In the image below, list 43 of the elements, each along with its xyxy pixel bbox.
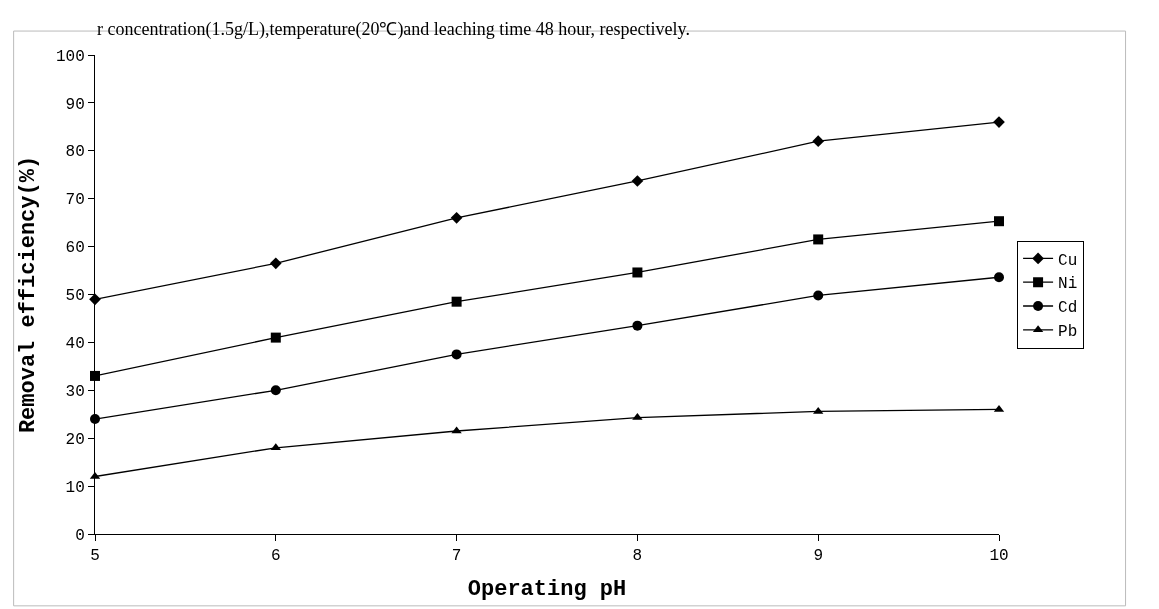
x-tick-label: 6 [271,547,281,566]
y-axis-title: Removal efficiency(%) [15,155,41,434]
legend-label: Cu [1058,251,1078,270]
x-tick-label: 5 [90,547,100,566]
point [813,234,824,245]
point [90,414,100,425]
point [90,370,100,381]
legend-label: Ni [1058,275,1078,294]
point [270,385,281,396]
x-tick-label: 7 [451,547,462,566]
point [812,135,825,148]
x-tick-label: 9 [813,547,823,566]
point [631,175,644,187]
y-tick-label: 90 [65,95,85,114]
point [89,293,101,306]
point [270,332,281,343]
y-tick-label: 30 [65,382,85,401]
y-tick-label: 10 [65,478,85,497]
point [994,272,1004,283]
y-tick-label: 50 [65,287,85,306]
point [813,406,824,414]
point [994,216,1004,227]
y-tick-label: 0 [75,526,85,545]
point [270,443,281,451]
x-tick-label: 8 [632,547,643,566]
text: r concentration(1.5g/L),temperature(20℃)and leaching time 48 hour, respectively. [97,19,690,40]
y-tick-label: 70 [65,191,85,210]
point [632,320,643,331]
x-axis-title: Operating pH [467,577,627,603]
y-tick-label: 40 [65,335,85,353]
legend-label: Cd [1058,299,1078,318]
point [451,296,462,307]
point [632,267,643,278]
point [451,349,462,360]
point [813,290,824,301]
x-tick-label: 10 [989,547,1009,566]
y-tick-label: 60 [65,239,85,258]
legend-label: Pb [1058,323,1078,342]
y-tick-label: 100 [55,47,85,66]
y-tick-label: 20 [65,430,85,449]
point [450,212,463,224]
y-tick-label: 80 [65,143,85,162]
point [269,257,282,270]
